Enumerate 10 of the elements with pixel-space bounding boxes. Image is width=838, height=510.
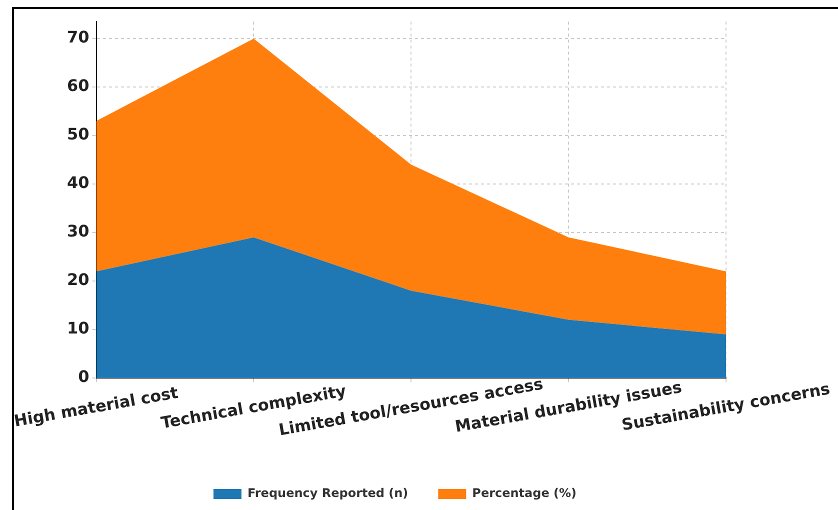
y-tick-label: 20: [67, 270, 90, 290]
y-tick-label: 10: [67, 318, 90, 338]
legend-label: Frequency Reported (n): [247, 486, 408, 500]
y-tick-label: 60: [67, 76, 90, 96]
y-tick-label: 70: [67, 28, 90, 47]
y-tick-label: 40: [67, 173, 90, 192]
y-tick-label: 30: [67, 222, 90, 241]
legend-label: Percentage (%): [472, 486, 577, 500]
y-tick-label: 0: [78, 367, 90, 386]
y-tick-label: 50: [67, 124, 90, 144]
